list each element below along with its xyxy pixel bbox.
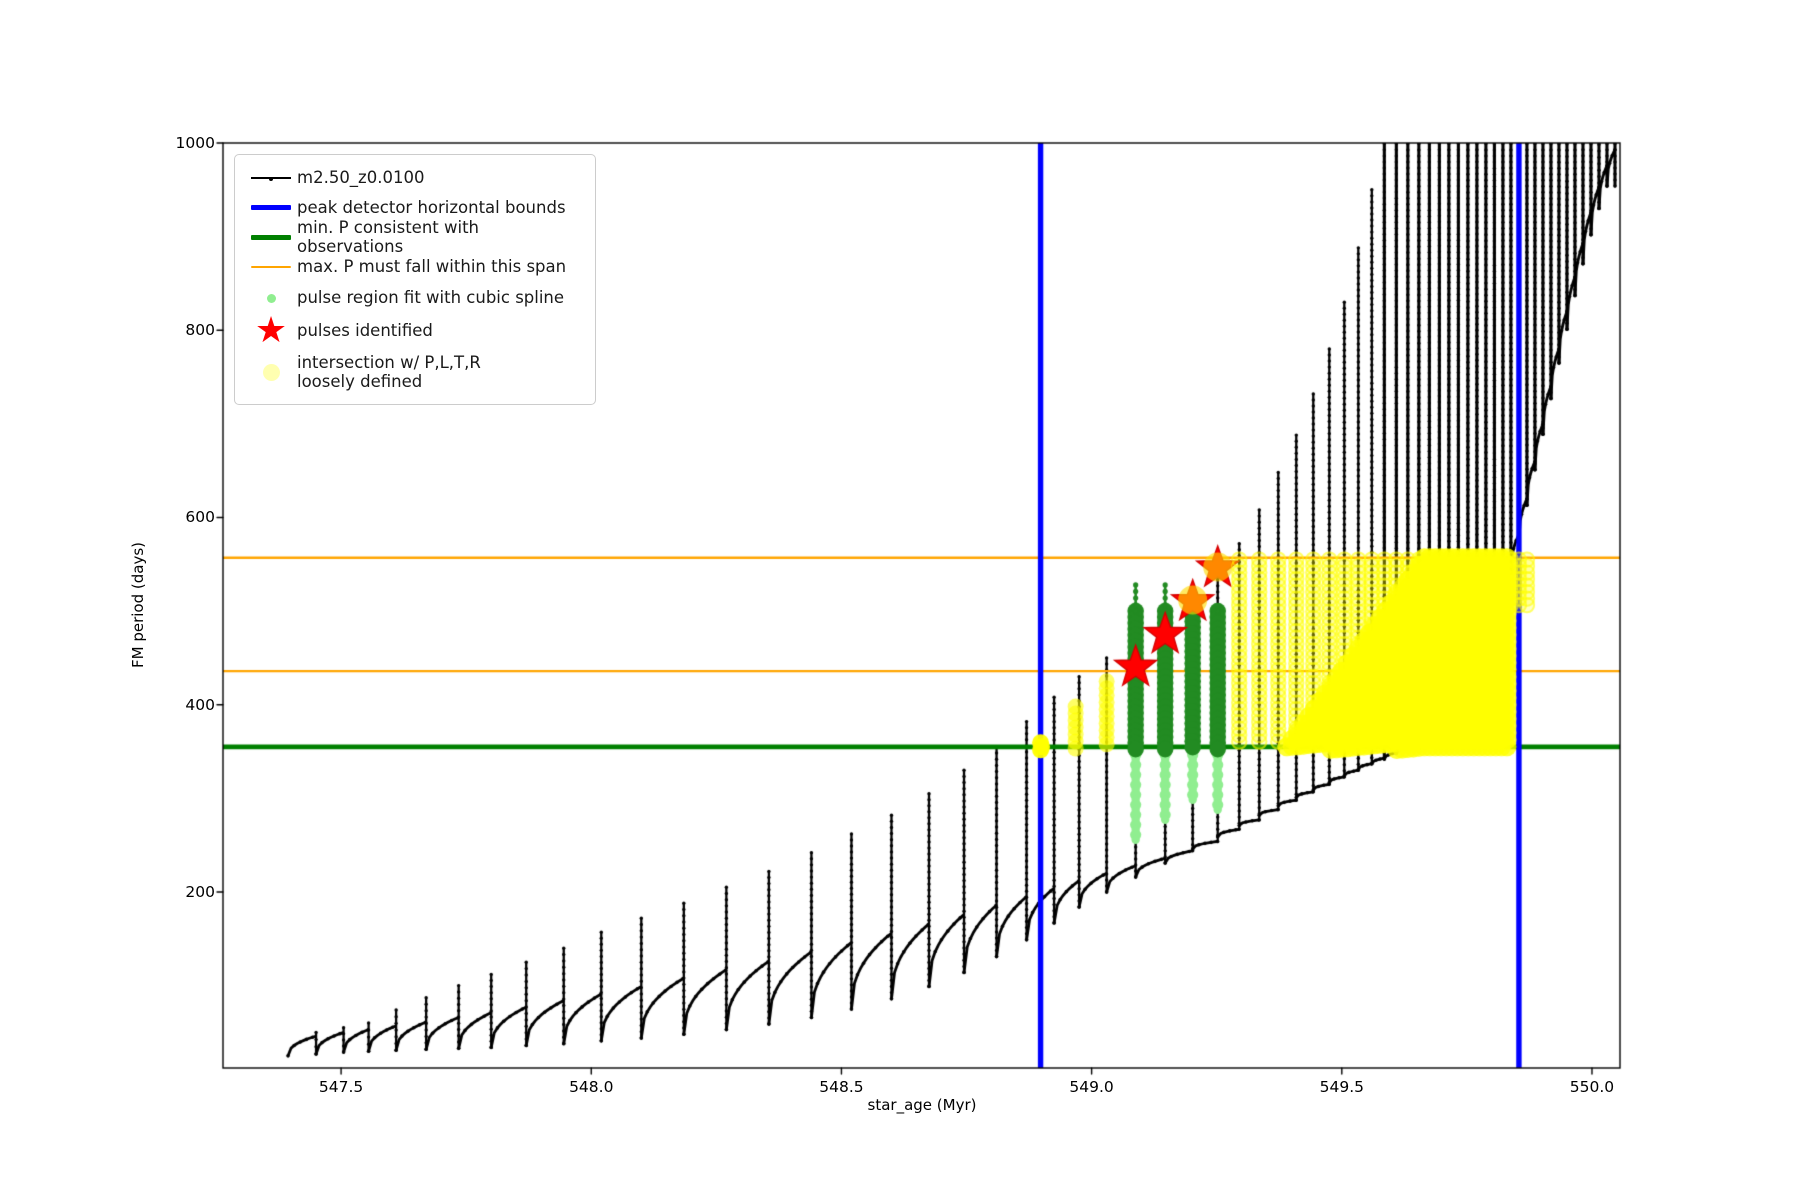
y-axis-label: FM period (days): [129, 542, 147, 668]
y-tick-label: 1000: [175, 134, 215, 152]
legend-entry-label: pulse region fit with cubic spline: [297, 288, 565, 308]
x-tick-label: 548.5: [819, 1078, 864, 1096]
x-tick-label: 548.0: [569, 1078, 614, 1096]
legend-entry-label: peak detector horizontal bounds: [297, 197, 566, 217]
red-star-marker: ★: [254, 310, 288, 351]
legend-entry: m2.50_z0.0100: [245, 163, 585, 193]
legend-entry-label: max. P must fall within this span: [297, 257, 567, 277]
legend-entry: ★ pulses identified: [245, 310, 585, 351]
black-line-dot-marker: [245, 176, 297, 181]
x-tick-label: 547.5: [318, 1078, 364, 1096]
legend-entry: intersection w/ P,L,T,R loosely defined: [245, 348, 585, 396]
yellow-dot-marker: [245, 363, 297, 381]
orange-line-marker: [245, 265, 297, 269]
x-tick-label: 549.5: [1319, 1078, 1364, 1096]
legend-entry: min. P consistent with observations: [245, 218, 585, 256]
legend-entry-label: m2.50_z0.0100: [297, 168, 425, 188]
green-line-marker: [245, 234, 297, 240]
x-axis-label: star_age (Myr): [867, 1096, 977, 1114]
legend-entry-label: min. P consistent with observations: [297, 217, 479, 256]
legend-entry-label: pulses identified: [297, 321, 433, 341]
legend-entry: pulse region fit with cubic spline: [245, 282, 585, 314]
y-tick-label: 400: [185, 695, 215, 714]
y-tick-label: 600: [185, 508, 215, 527]
y-tick-label: 200: [185, 882, 215, 901]
x-tick-label: 549.0: [1069, 1078, 1114, 1096]
y-tick-label: 800: [185, 321, 215, 340]
legend-entry: max. P must fall within this span: [245, 252, 585, 282]
legend-entry-label: intersection w/ P,L,T,R loosely defined: [297, 352, 481, 391]
lightgreen-dot-marker: [245, 293, 297, 303]
legend-entry: peak detector horizontal bounds: [245, 193, 585, 222]
x-tick-label: 550.0: [1569, 1078, 1615, 1096]
blue-line-marker: [245, 205, 297, 210]
